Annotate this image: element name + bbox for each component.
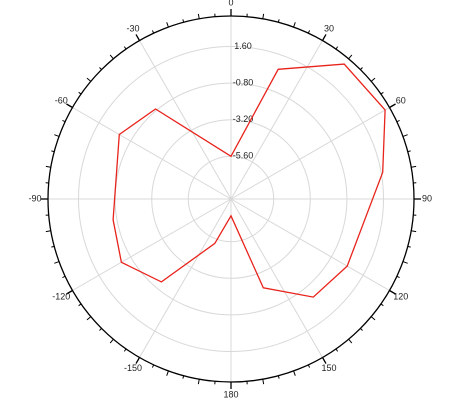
minor-tick (62, 275, 66, 279)
r-tick-label: -5.60 (233, 151, 254, 161)
minor-tick (109, 338, 114, 344)
minor-tick (335, 348, 339, 352)
minor-tick (123, 46, 127, 50)
series-line (112, 63, 386, 298)
minor-tick (370, 316, 376, 321)
minor-tick (370, 77, 376, 82)
minor-tick (407, 245, 411, 248)
minor-tick (360, 328, 363, 331)
minor-tick (62, 119, 66, 123)
theta-tick-label: 150 (321, 363, 336, 373)
theta-tick-label: -30 (126, 24, 139, 34)
theta-tick (66, 103, 73, 109)
theta-tick-label: -60 (55, 95, 68, 105)
minor-tick (45, 165, 51, 168)
theta-tick (321, 34, 327, 41)
minor-tick (348, 54, 353, 60)
minor-tick (396, 275, 400, 279)
r-tick-label: 1.60 (234, 41, 252, 51)
theta-tick-label: -120 (52, 291, 70, 301)
grid-spoke (230, 107, 390, 200)
theta-tick-label: 180 (223, 389, 238, 399)
r-tick-label: -0.80 (233, 77, 254, 87)
theta-tick-label: 0 (228, 0, 233, 7)
minor-tick (166, 370, 169, 376)
minor-tick (360, 67, 363, 70)
minor-tick (293, 22, 296, 28)
r-tick-label: -3.20 (233, 114, 254, 124)
grid-spoke (72, 107, 232, 200)
minor-tick (396, 119, 400, 123)
grid-spoke (72, 198, 232, 291)
minor-tick (262, 379, 265, 385)
minor-tick (86, 316, 92, 321)
minor-tick (123, 348, 127, 352)
theta-tick (66, 289, 73, 295)
minor-tick (51, 150, 55, 153)
grid-spoke (139, 198, 232, 358)
grid-spoke (230, 198, 390, 291)
theta-tick (389, 103, 396, 109)
minor-tick (99, 67, 102, 70)
minor-tick (307, 364, 311, 368)
minor-tick (307, 30, 311, 34)
minor-tick (78, 91, 82, 95)
theta-tick-label: 60 (396, 95, 406, 105)
theta-tick-label: 120 (393, 291, 408, 301)
minor-tick (335, 46, 339, 50)
minor-tick (182, 19, 185, 23)
theta-tick (321, 357, 327, 364)
minor-tick (109, 54, 114, 60)
grid-spoke (139, 40, 232, 200)
theta-tick-label: 30 (324, 24, 334, 34)
minor-tick (151, 364, 155, 368)
minor-tick (277, 375, 280, 379)
theta-tick (135, 357, 141, 364)
minor-tick (402, 134, 408, 137)
minor-tick (99, 328, 102, 331)
minor-tick (45, 230, 51, 233)
minor-tick (402, 261, 408, 264)
minor-tick (262, 13, 265, 19)
minor-tick (293, 370, 296, 376)
minor-tick (182, 375, 185, 379)
theta-tick (135, 34, 141, 41)
minor-tick (348, 338, 353, 344)
minor-tick (380, 91, 384, 95)
minor-tick (151, 30, 155, 34)
grid-spoke (230, 198, 323, 358)
minor-tick (411, 230, 417, 233)
minor-tick (197, 13, 200, 19)
minor-tick (380, 303, 384, 307)
theta-tick-label: -150 (124, 363, 142, 373)
minor-tick (51, 245, 55, 248)
theta-tick-label: 90 (422, 193, 432, 203)
minor-tick (411, 165, 417, 168)
minor-tick (54, 261, 60, 264)
theta-tick (389, 289, 396, 295)
minor-tick (78, 303, 82, 307)
minor-tick (197, 379, 200, 385)
minor-tick (86, 77, 92, 82)
theta-tick-label: -90 (28, 193, 41, 203)
minor-tick (407, 150, 411, 153)
minor-tick (277, 19, 280, 23)
minor-tick (166, 22, 169, 28)
minor-tick (54, 134, 60, 137)
